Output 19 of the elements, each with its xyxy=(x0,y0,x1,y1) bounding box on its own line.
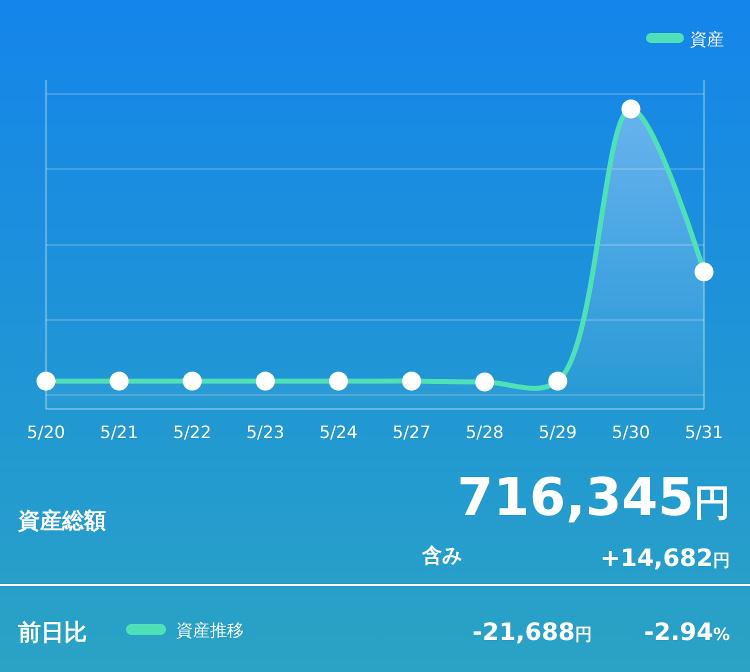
text: 716,345円 xyxy=(457,468,730,528)
x-tick-label: 5/27 xyxy=(392,423,431,443)
x-tick-label: 5/24 xyxy=(319,423,358,443)
x-tick-label: 5/23 xyxy=(246,423,284,443)
x-tick-label: 5/29 xyxy=(538,423,577,443)
text: -2.94% xyxy=(644,618,730,646)
text: +14,682円 xyxy=(600,544,730,572)
text: 資産推移 xyxy=(176,621,244,641)
x-tick-label: 5/22 xyxy=(173,423,212,443)
x-tick-label: 5/28 xyxy=(466,423,504,443)
x-tick-label: 5/21 xyxy=(100,423,138,443)
text: 資産総額 xyxy=(17,508,106,534)
x-tick-label: 5/20 xyxy=(26,423,66,443)
x-tick-label: 5/30 xyxy=(612,423,650,443)
text: 含み xyxy=(421,543,462,567)
text: 前日比 xyxy=(17,620,87,646)
legend-label: 資産 xyxy=(690,30,724,50)
text: -21,688円 xyxy=(472,618,592,646)
x-tick-label: 5/31 xyxy=(684,423,724,443)
